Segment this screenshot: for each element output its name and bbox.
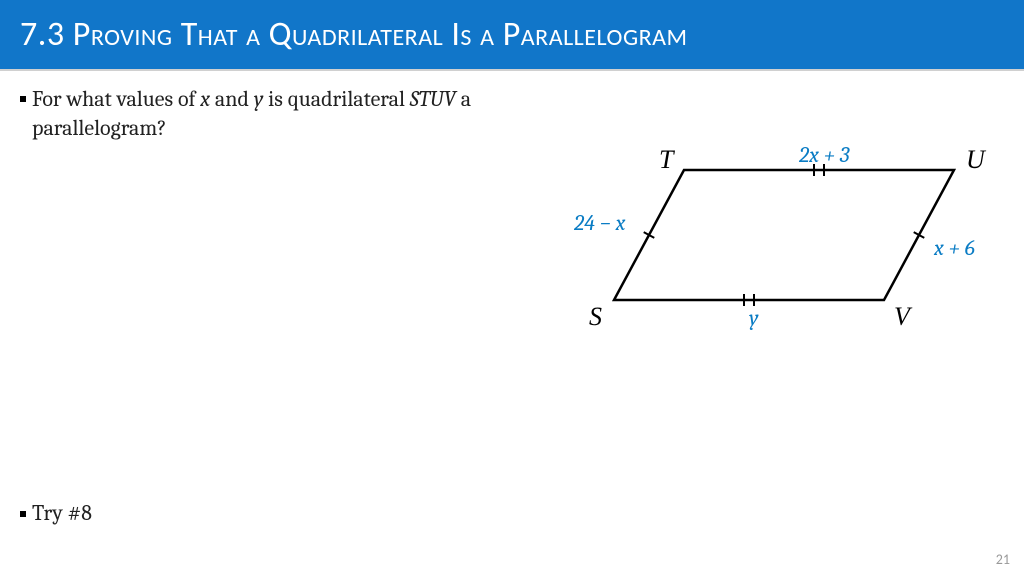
slide-header: 7.3 Proving That a Quadrilateral Is a Pa… [0,0,1024,69]
svg-text:S: S [589,302,602,331]
q-mid: and [210,86,254,112]
svg-text:x + 6: x + 6 [933,235,975,261]
svg-text:U: U [966,145,987,174]
svg-text:y: y [749,305,759,331]
bullet-icon [20,511,26,517]
q-part1: For what values of [32,86,200,112]
slide-content: For what values of x and y is quadrilate… [0,71,1024,142]
slide-title: Proving That a Quadrilateral Is a Parall… [73,14,688,55]
question-bullet: For what values of x and y is quadrilate… [20,85,1004,142]
try-text: Try #8 [32,500,92,526]
question-text: For what values of x and y is quadrilate… [32,85,492,142]
try-bullet: Try #8 [20,500,92,526]
q-var-y: y [254,86,263,112]
page-number: 21 [996,551,1010,568]
parallelogram-diagram: TUVS2x + 3x + 6y24 − x [574,150,994,330]
section-number: 7.3 [20,14,65,55]
svg-text:24 − x: 24 − x [573,210,626,236]
q-mid2: is quadrilateral [263,86,409,112]
svg-text:V: V [894,302,913,331]
q-var-x: x [200,86,210,112]
bullet-icon [20,96,26,102]
svg-text:T: T [659,145,675,174]
q-stuv: STUV [410,86,456,112]
